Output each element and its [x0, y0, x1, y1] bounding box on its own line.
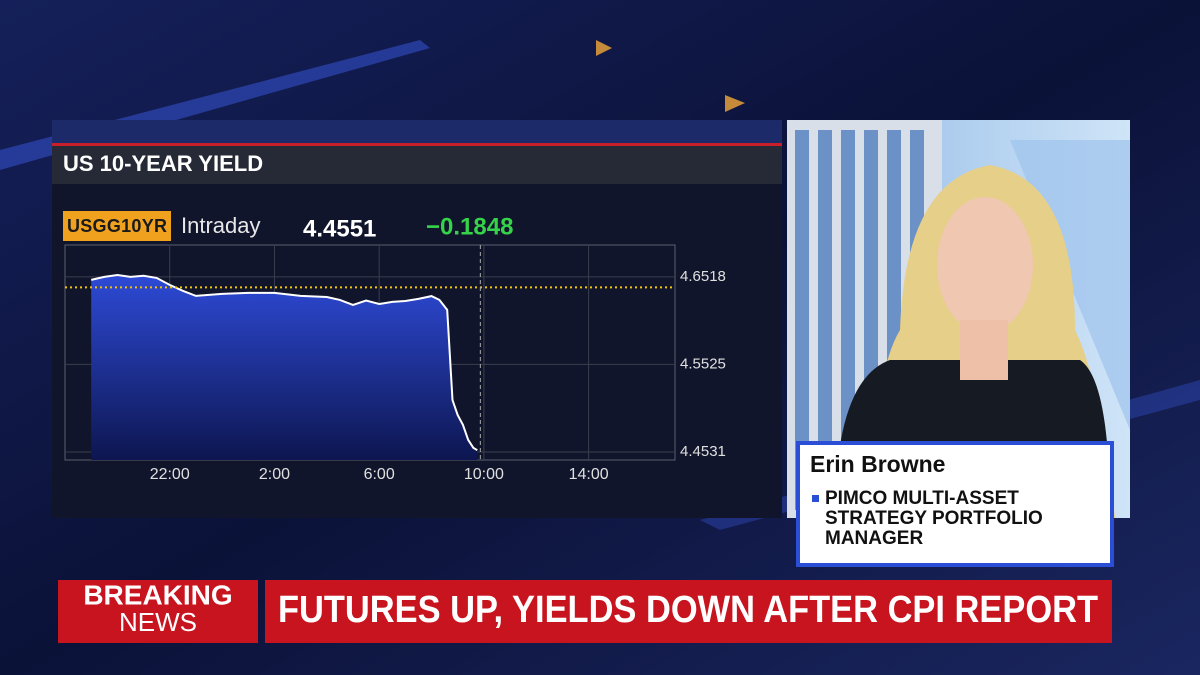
- x-tick-label: 6:00: [364, 466, 395, 483]
- guest-role: PIMCO MULTI-ASSET: [825, 488, 1019, 509]
- face: [937, 197, 1033, 333]
- panel-top: [52, 120, 782, 144]
- y-tick-label: 4.6518: [680, 268, 726, 285]
- neck: [960, 320, 1008, 380]
- ticker: USGG10YR: [67, 216, 167, 236]
- breaking-tag: BREAKING: [83, 579, 232, 610]
- plot: 4.4531 4.5525 4.6518 22:00 2:00 6:00 10:00 14:0…: [64, 244, 726, 483]
- title-bar: [52, 146, 782, 184]
- headline: FUTURES UP, YIELDS DOWN AFTER CPI REPORT: [278, 589, 1098, 631]
- line: [90, 273, 478, 452]
- change-value: −0.1848: [426, 213, 513, 240]
- x-tick-label: 2:00: [259, 466, 290, 483]
- area: [91, 275, 478, 460]
- guest-name: Erin Browne: [810, 451, 945, 477]
- breaking-tag: NEWS: [119, 607, 197, 637]
- headline-bar: [265, 580, 1112, 643]
- y-tick-label: 4.4531: [680, 443, 726, 460]
- guest-role: STRATEGY PORTFOLIO: [825, 508, 1043, 529]
- x-tick-label: 22:00: [150, 466, 190, 483]
- chart-title: US 10-YEAR YIELD: [63, 151, 263, 176]
- breaking-box: [58, 580, 258, 643]
- y-tick-label: 4.5525: [680, 355, 726, 372]
- last-value: 4.4551: [303, 215, 376, 242]
- bullet: [812, 495, 819, 502]
- ticker-box: [63, 211, 171, 241]
- guest-role: MANAGER: [825, 528, 923, 549]
- x-tick-label: 10:00: [464, 466, 504, 483]
- name-box: [796, 441, 1114, 567]
- decor: [596, 40, 612, 56]
- panel-accent: [52, 143, 782, 146]
- decor: [725, 95, 745, 112]
- period: Intraday: [181, 213, 261, 238]
- x-tick-label: 14:00: [569, 466, 609, 483]
